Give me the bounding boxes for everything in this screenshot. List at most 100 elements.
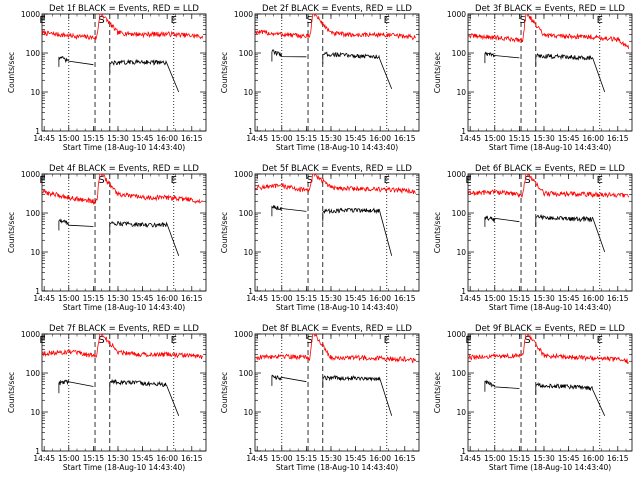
y-tick-label: 1 [461, 127, 466, 136]
events-series-line [58, 56, 94, 67]
y-tick-label: 100 [239, 209, 254, 218]
x-tick-label: 15:15 [509, 454, 531, 463]
chart-panel-6: Det 6f BLACK = Events, RED = LLD 1 10 100 10… [433, 164, 633, 312]
events-series-line [109, 378, 180, 416]
y-tick-label: 100 [26, 49, 41, 58]
marker-e: E [384, 335, 390, 346]
plot-frame [41, 13, 207, 132]
x-tick-label: 15:15 [509, 294, 531, 303]
x-tick-label: 15:30 [320, 294, 342, 303]
x-tick-label: 15:45 [345, 134, 367, 143]
lld-series-line [468, 13, 630, 50]
y-tick-label: 10 [243, 248, 253, 257]
chart-panel-1: Det 1f BLACK = Events, RED = LLD 1 10 100 10… [7, 4, 207, 152]
chart-title: Det 9f BLACK = Events, RED = LLD [475, 324, 625, 334]
y-tick-label: 1000 [234, 170, 253, 179]
plot-frame [41, 173, 207, 292]
x-tick-label: 14:45 [33, 134, 55, 143]
x-tick-label: 15:00 [271, 294, 293, 303]
events-series-line [484, 379, 520, 392]
x-tick-label: 15:30 [107, 454, 129, 463]
y-axis-label: Counts/sec [7, 212, 16, 253]
marker-s: S [306, 15, 312, 26]
lld-series-line [468, 333, 630, 364]
x-tick-label: 15:45 [345, 294, 367, 303]
lld-series-line [468, 173, 630, 199]
events-series-line [58, 379, 94, 394]
y-tick-label: 1000 [447, 330, 466, 339]
x-tick-label: 14:45 [33, 294, 55, 303]
y-axis-label: Counts/sec [220, 212, 229, 253]
y-tick-label: 1 [35, 447, 40, 456]
marker-e: E [597, 335, 603, 346]
x-tick-label: 15:15 [509, 134, 531, 143]
x-tick-label: 16:15 [607, 294, 629, 303]
y-tick-label: 1 [35, 127, 40, 136]
y-axis-label: Counts/sec [433, 52, 442, 93]
lld-series-line [255, 13, 416, 41]
x-tick-label: 14:45 [246, 294, 268, 303]
x-tick-label: 15:30 [320, 454, 342, 463]
x-tick-label: 15:45 [558, 294, 580, 303]
x-tick-label: 16:00 [369, 134, 391, 143]
lld-series-line [42, 333, 204, 360]
y-tick-label: 1000 [21, 330, 40, 339]
y-tick-label: 10 [30, 88, 40, 97]
events-series-line [535, 213, 606, 253]
x-tick-label: 16:15 [394, 454, 416, 463]
marker-e: E [465, 175, 471, 186]
x-tick-label: 15:15 [83, 294, 105, 303]
y-tick-label: 1 [35, 287, 40, 296]
y-tick-label: 1 [248, 287, 253, 296]
chart-title: Det 6f BLACK = Events, RED = LLD [475, 164, 625, 174]
y-tick-label: 100 [452, 369, 467, 378]
x-tick-label: 14:45 [33, 454, 55, 463]
y-tick-label: 1000 [447, 10, 466, 19]
events-series-line [322, 207, 393, 256]
y-tick-label: 100 [26, 209, 41, 218]
marker-e: E [384, 15, 390, 26]
x-tick-label: 15:15 [296, 294, 318, 303]
marker-e: E [597, 15, 603, 26]
x-tick-label: 15:45 [132, 134, 154, 143]
x-tick-label: 16:15 [394, 294, 416, 303]
x-tick-label: 16:15 [394, 134, 416, 143]
plot-frame [467, 173, 633, 292]
x-tick-label: 15:30 [533, 134, 555, 143]
y-tick-label: 100 [26, 369, 41, 378]
lld-series-line [255, 333, 417, 364]
marker-e: E [597, 175, 603, 186]
y-tick-label: 10 [243, 88, 253, 97]
marker-s: S [306, 335, 312, 346]
x-tick-label: 16:00 [369, 294, 391, 303]
x-tick-label: 16:15 [607, 454, 629, 463]
x-axis-label: Start Time (18-Aug-10 14:43:40) [489, 143, 611, 152]
x-axis-label: Start Time (18-Aug-10 14:43:40) [63, 143, 185, 152]
plot-frame [467, 333, 633, 452]
x-tick-label: 16:15 [181, 454, 203, 463]
x-axis-label: Start Time (18-Aug-10 14:43:40) [276, 143, 398, 152]
x-tick-label: 15:00 [58, 294, 80, 303]
chart-panel-5: Det 5f BLACK = Events, RED = LLD 1 10 100 10… [220, 164, 420, 312]
events-series-line [58, 218, 94, 231]
y-tick-label: 1 [461, 287, 466, 296]
chart-title: Det 2f BLACK = Events, RED = LLD [262, 4, 412, 14]
marker-e: E [171, 15, 177, 26]
x-tick-label: 14:45 [246, 134, 268, 143]
y-axis-label: Counts/sec [220, 52, 229, 93]
marker-e: E [39, 335, 45, 346]
x-tick-label: 14:45 [459, 294, 481, 303]
x-tick-label: 14:45 [246, 454, 268, 463]
y-tick-label: 1000 [234, 10, 253, 19]
x-tick-label: 15:00 [58, 134, 80, 143]
x-tick-label: 15:15 [83, 134, 105, 143]
plot-frame [254, 13, 420, 132]
marker-s: S [306, 175, 312, 186]
events-series-line [109, 220, 180, 256]
x-tick-label: 15:30 [107, 134, 129, 143]
x-tick-label: 15:45 [558, 134, 580, 143]
lld-series-line [42, 173, 204, 206]
marker-e: E [39, 175, 45, 186]
marker-s: S [524, 335, 530, 346]
